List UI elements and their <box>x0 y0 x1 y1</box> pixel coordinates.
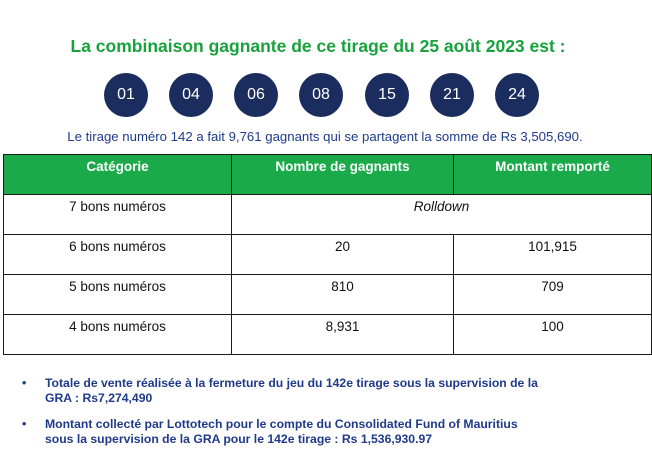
category-cell: 4 bons numéros <box>3 314 232 355</box>
winning-number-ball: 15 <box>365 73 409 117</box>
note-consolidated-fund: • Montant collecté par Lottotech pour le… <box>20 417 620 447</box>
header-amount: Montant remporté <box>453 154 652 195</box>
winners-cell: 8,931 <box>231 314 454 355</box>
winning-numbers: 01 04 06 08 15 21 24 <box>104 73 564 117</box>
header-category: Catégorie <box>3 154 232 195</box>
note-sales-total: • Totale de vente réalisée à la fermetur… <box>20 376 620 406</box>
category-cell: 5 bons numéros <box>3 274 232 315</box>
notes-list: • Totale de vente réalisée à la fermetur… <box>20 376 620 458</box>
table-row: 5 bons numéros 810 709 <box>3 274 652 315</box>
rolldown-cell: Rolldown <box>231 194 652 235</box>
note-line: sous la supervision de la GRA pour le 14… <box>45 432 433 446</box>
winning-number-ball: 24 <box>495 73 539 117</box>
draw-headline: La combinaison gagnante de ce tirage du … <box>70 36 566 56</box>
winners-cell: 20 <box>231 234 454 275</box>
table-row: 4 bons numéros 8,931 100 <box>3 314 652 355</box>
note-line: GRA : Rs7,274,490 <box>45 391 153 405</box>
winning-number-ball: 08 <box>299 73 343 117</box>
amount-cell: 101,915 <box>453 234 652 275</box>
table-header-row: Catégorie Nombre de gagnants Montant rem… <box>3 154 652 195</box>
note-line: Montant collecté par Lottotech pour le c… <box>45 417 518 431</box>
table-row: 6 bons numéros 20 101,915 <box>3 234 652 275</box>
category-cell: 7 bons numéros <box>3 194 232 235</box>
winning-number-ball: 04 <box>169 73 213 117</box>
amount-cell: 100 <box>453 314 652 355</box>
header-winners: Nombre de gagnants <box>231 154 454 195</box>
winning-number-ball: 06 <box>234 73 278 117</box>
table-row: 7 bons numéros Rolldown <box>3 194 652 235</box>
bullet-icon: • <box>22 417 27 431</box>
winners-cell: 810 <box>231 274 454 315</box>
results-table: Catégorie Nombre de gagnants Montant rem… <box>3 154 652 355</box>
draw-summary: Le tirage numéro 142 a fait 9,761 gagnan… <box>67 129 583 144</box>
amount-cell: 709 <box>453 274 652 315</box>
note-line: Totale de vente réalisée à la fermeture … <box>45 376 538 390</box>
category-cell: 6 bons numéros <box>3 234 232 275</box>
bullet-icon: • <box>22 376 27 390</box>
winning-number-ball: 01 <box>104 73 148 117</box>
winning-number-ball: 21 <box>430 73 474 117</box>
